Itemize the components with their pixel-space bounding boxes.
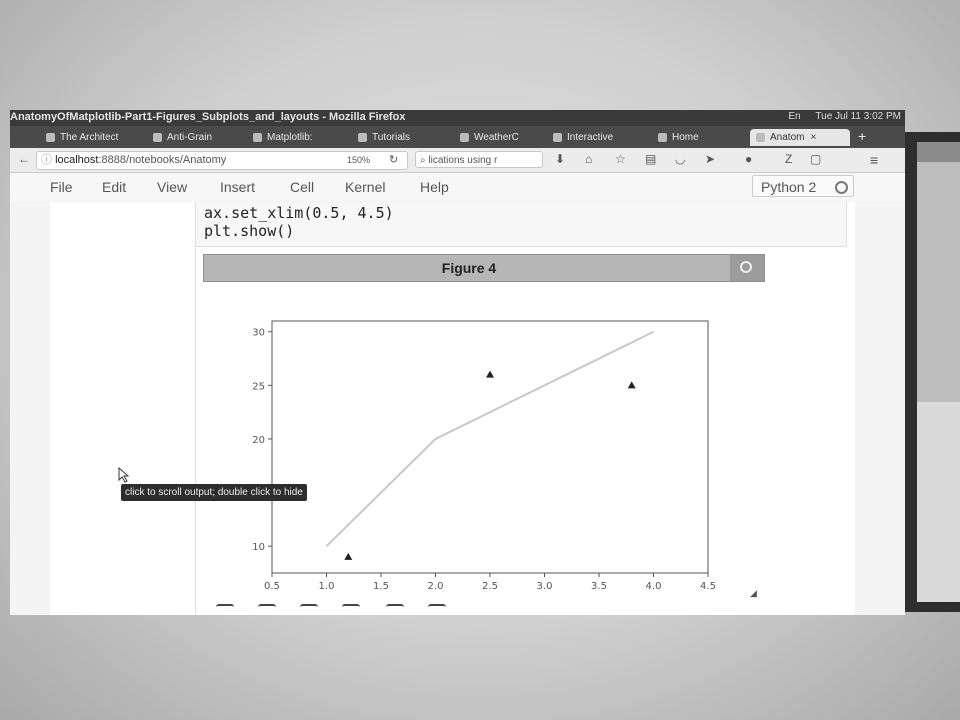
figure-header: Figure 4 bbox=[203, 254, 765, 282]
clock[interactable]: Tue Jul 11 3:02 PM bbox=[815, 111, 901, 122]
navigation-bar: ← ⓘ localhost:8888/notebooks/Anatomy 150… bbox=[10, 148, 905, 173]
menu-cell[interactable]: Cell bbox=[290, 179, 315, 195]
search-icon: ⌕ bbox=[420, 155, 426, 166]
y-tick-label: 10 bbox=[252, 542, 265, 553]
code-cell[interactable]: ax.set_xlim(0.5, 4.5) plt.show() bbox=[195, 202, 847, 247]
hamburger-menu-icon[interactable]: ≡ bbox=[870, 152, 879, 168]
home-icon[interactable]: ⌂ bbox=[585, 152, 593, 166]
close-tab-icon[interactable]: × bbox=[810, 132, 817, 143]
pocket-icon[interactable]: ◡ bbox=[675, 152, 686, 166]
save-icon[interactable] bbox=[428, 604, 446, 616]
mouse-cursor-icon bbox=[118, 466, 130, 488]
bookmark-star-icon[interactable]: ☆ bbox=[615, 152, 626, 166]
tab-matplotlib[interactable]: Matplotlib: bbox=[253, 129, 343, 146]
tab-interactive[interactable]: Interactive bbox=[553, 129, 645, 146]
kernel-status-icon bbox=[835, 181, 848, 194]
tab-weather[interactable]: WeatherC bbox=[460, 129, 540, 146]
keyboard-layout[interactable]: En bbox=[788, 111, 801, 122]
favicon-icon bbox=[553, 132, 562, 142]
tab-home[interactable]: Home bbox=[658, 129, 738, 146]
tab-tutorials[interactable]: Tutorials bbox=[358, 129, 448, 146]
output-prompt-area[interactable] bbox=[50, 248, 196, 615]
y-tick-label: 25 bbox=[252, 381, 265, 392]
menu-kernel[interactable]: Kernel bbox=[345, 179, 386, 195]
menu-view[interactable]: View bbox=[157, 179, 188, 195]
scatter-point bbox=[627, 381, 636, 389]
scatter-point bbox=[486, 370, 494, 378]
favicon-icon bbox=[658, 132, 667, 142]
zotero-icon[interactable]: Z bbox=[785, 152, 793, 166]
tab-bar: The Architect Anti-Grain Matplotlib: Tut… bbox=[10, 126, 905, 148]
x-tick-label: 4.0 bbox=[646, 581, 662, 590]
search-text: lications using r bbox=[428, 155, 498, 166]
x-tick-label: 1.0 bbox=[319, 581, 335, 590]
resize-grip-icon[interactable]: ◢ bbox=[750, 588, 757, 598]
search-input[interactable]: ⌕ lications using r bbox=[415, 151, 543, 168]
system-tray: En Tue Jul 11 3:02 PM bbox=[776, 111, 901, 122]
back-arrow-icon[interactable]: ← bbox=[18, 152, 30, 166]
code-line: ax.set_xlim(0.5, 4.5) bbox=[204, 204, 394, 222]
new-tab-icon[interactable]: + bbox=[858, 128, 867, 144]
axes-frame bbox=[271, 320, 709, 574]
favicon-icon bbox=[358, 132, 367, 142]
send-icon[interactable]: ➤ bbox=[705, 152, 716, 166]
info-icon: ⓘ bbox=[41, 154, 52, 166]
plot-area: 0.51.01.52.02.53.03.54.04.51015202530 bbox=[252, 320, 716, 590]
menu-help[interactable]: Help bbox=[420, 179, 449, 195]
pan-icon[interactable] bbox=[342, 604, 360, 616]
y-tick-label: 30 bbox=[252, 328, 265, 339]
zoom-level[interactable]: 150% bbox=[347, 155, 371, 165]
library-icon[interactable]: ▤ bbox=[645, 152, 657, 166]
favicon-icon bbox=[756, 132, 765, 142]
menu-insert[interactable]: Insert bbox=[220, 179, 256, 195]
code-line: plt.show() bbox=[204, 222, 295, 240]
favicon-icon bbox=[460, 132, 469, 142]
favicon-icon bbox=[253, 132, 262, 142]
output-tooltip: click to scroll output; double click to … bbox=[121, 484, 307, 501]
background-window bbox=[905, 132, 960, 612]
extension-menu-icon[interactable]: ▢ bbox=[810, 152, 822, 166]
tab-anatomy-active[interactable]: Anatom × bbox=[750, 129, 850, 146]
close-figure-button[interactable] bbox=[730, 255, 764, 281]
window-titlebar: AnatomyOfMatplotlib-Part1-Figures_Subplo… bbox=[10, 110, 905, 126]
tab-the-architect[interactable]: The Architect bbox=[46, 129, 146, 146]
download-icon[interactable]: ⬇ bbox=[555, 152, 566, 166]
scatter-point bbox=[344, 552, 353, 560]
kernel-name: Python 2 bbox=[761, 179, 817, 195]
zoom-rect-icon[interactable] bbox=[386, 604, 404, 616]
home-icon[interactable] bbox=[216, 604, 234, 616]
url-path: :8888/notebooks/Anatomy bbox=[98, 154, 227, 166]
url-host: localhost bbox=[55, 154, 99, 166]
menu-edit[interactable]: Edit bbox=[102, 179, 127, 195]
notebook-menubar: File Edit View Insert Cell Kernel Help P… bbox=[10, 173, 905, 201]
favicon-icon bbox=[46, 132, 55, 142]
favicon-icon bbox=[153, 132, 162, 142]
x-tick-label: 2.0 bbox=[428, 581, 444, 590]
x-tick-label: 1.5 bbox=[373, 581, 389, 590]
x-tick-label: 0.5 bbox=[264, 581, 280, 590]
window-title: AnatomyOfMatplotlib-Part1-Figures_Subplo… bbox=[10, 111, 406, 123]
reload-icon[interactable]: ↻ bbox=[389, 154, 399, 166]
power-icon bbox=[740, 261, 752, 273]
url-bar[interactable]: ⓘ localhost:8888/notebooks/Anatomy 150% … bbox=[36, 151, 408, 170]
back-icon[interactable] bbox=[258, 604, 276, 616]
kernel-indicator[interactable]: Python 2 bbox=[752, 175, 854, 197]
menu-file[interactable]: File bbox=[50, 179, 73, 195]
x-tick-label: 3.0 bbox=[537, 581, 553, 590]
x-tick-label: 4.5 bbox=[700, 581, 716, 590]
tab-anti-grain[interactable]: Anti-Grain bbox=[153, 129, 238, 146]
extension-icon[interactable]: ● bbox=[745, 152, 753, 166]
x-tick-label: 3.5 bbox=[591, 581, 607, 590]
y-tick-label: 20 bbox=[252, 435, 265, 446]
series-line bbox=[325, 330, 654, 547]
x-tick-label: 2.5 bbox=[482, 581, 498, 590]
figure-title: Figure 4 bbox=[441, 260, 497, 276]
forward-icon[interactable] bbox=[300, 604, 318, 616]
